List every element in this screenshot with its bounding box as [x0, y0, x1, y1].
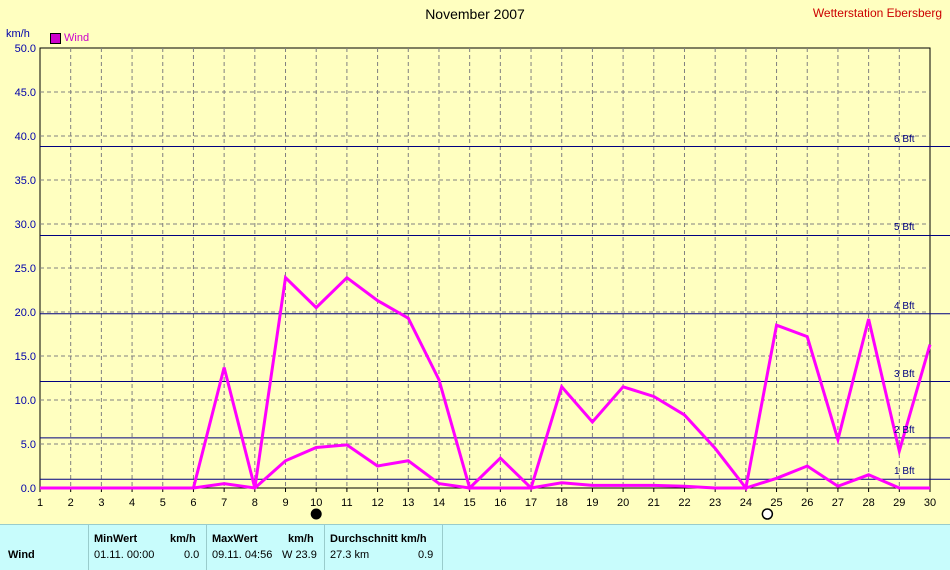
x-tick-label: 10 [310, 497, 322, 509]
chart-title: November 2007 [425, 6, 525, 22]
y-axis-unit: km/h [6, 28, 30, 40]
x-tick-label: 21 [648, 497, 660, 509]
x-tick-label: 22 [678, 497, 690, 509]
y-tick-label: 40.0 [15, 131, 36, 143]
y-tick-label: 15.0 [15, 351, 36, 363]
x-tick-label: 16 [494, 497, 506, 509]
station-name: Wetterstation Ebersberg [812, 6, 942, 20]
legend-label: Wind [64, 32, 90, 44]
legend: Wind [50, 32, 89, 44]
max-value: W 23.9 [282, 549, 317, 561]
x-tick-label: 14 [433, 497, 445, 509]
x-tick-label: 30 [924, 497, 936, 509]
y-tick-label: 25.0 [15, 263, 36, 275]
x-tick-label: 4 [129, 497, 135, 509]
x-tick-label: 20 [617, 497, 629, 509]
stats-separator [324, 525, 325, 570]
max-time: 09.11. 04:56 [212, 549, 273, 561]
x-tick-label: 8 [252, 497, 258, 509]
max-header: MaxWert [212, 533, 258, 545]
x-tick-label: 11 [341, 497, 352, 509]
wind-chart: 0.0 5.0 10.0 15.0 20.0 25.0 30.0 35.0 40.0 45.0 50… [15, 43, 950, 520]
beaufort-label: 3 Bft [894, 368, 915, 380]
x-tick-label: 3 [98, 497, 104, 509]
min-header: MinWert [94, 533, 138, 545]
max-unit: km/h [288, 533, 314, 545]
y-tick-label: 20.0 [15, 307, 36, 319]
x-tick-label: 9 [282, 497, 288, 509]
x-tick-label: 18 [556, 497, 568, 509]
x-tick-label: 17 [525, 497, 537, 509]
x-tick-label: 28 [862, 497, 874, 509]
legend-swatch [50, 32, 61, 44]
x-tick-label: 23 [709, 497, 721, 509]
stats-panel: Wind MinWert km/h 01.11. 00:00 0.0 MaxWe… [0, 524, 950, 570]
beaufort-label: 1 Bft [894, 466, 915, 478]
x-tick-label: 27 [832, 497, 844, 509]
x-tick-label: 25 [770, 497, 782, 509]
y-tick-label: 5.0 [21, 439, 36, 451]
beaufort-label: 5 Bft [894, 222, 915, 234]
x-tick-label: 7 [221, 497, 227, 509]
beaufort-label: 6 Bft [894, 133, 915, 145]
x-tick-label: 12 [371, 497, 383, 509]
x-tick-label: 6 [190, 497, 196, 509]
x-tick-label: 13 [402, 497, 414, 509]
new-moon-icon [761, 508, 774, 520]
x-tick-label: 19 [586, 497, 598, 509]
stats-row-label: Wind [8, 549, 35, 561]
y-tick-label: 10.0 [15, 395, 36, 407]
min-value: 0.0 [184, 549, 200, 561]
y-tick-label: 35.0 [15, 175, 36, 187]
y-tick-label: 50.0 [15, 43, 36, 55]
stats-separator [88, 525, 89, 570]
y-tick-label: 30.0 [15, 219, 36, 231]
avg-header: Durchschnitt km/h [330, 533, 427, 545]
y-tick-label: 0.0 [21, 483, 36, 495]
x-tick-label: 1 [37, 497, 43, 509]
beaufort-label: 2 Bft [894, 424, 915, 436]
avg-value: 0.9 [418, 549, 434, 561]
stats-separator [442, 525, 443, 570]
min-time: 01.11. 00:00 [94, 549, 155, 561]
series-line-avg [40, 443, 930, 490]
min-unit: km/h [170, 533, 196, 545]
x-tick-label: 24 [740, 497, 752, 509]
x-tick-label: 5 [160, 497, 166, 509]
y-tick-label: 45.0 [15, 87, 36, 99]
beaufort-label: 4 Bft [894, 300, 915, 312]
stats-separator [206, 525, 207, 570]
avg-distance: 27.3 km [330, 549, 370, 561]
full-moon-icon [310, 508, 322, 520]
x-tick-label: 15 [464, 497, 476, 509]
x-tick-label: 2 [68, 497, 74, 509]
x-tick-label: 29 [893, 497, 905, 509]
x-tick-label: 26 [801, 497, 813, 509]
